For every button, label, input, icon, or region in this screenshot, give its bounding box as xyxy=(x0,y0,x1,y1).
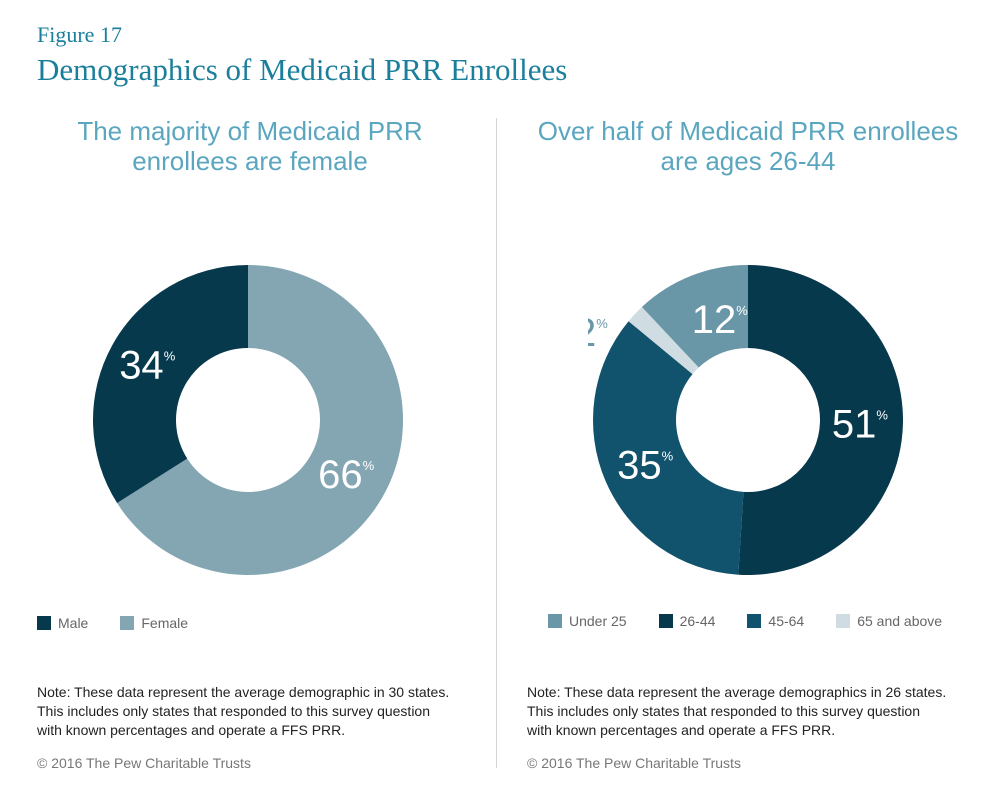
legend-swatch xyxy=(658,614,673,628)
legend-swatch xyxy=(37,616,51,630)
legend-swatch xyxy=(548,614,562,628)
legend-label: 26-44 xyxy=(679,613,716,629)
left-note: Note: These data represent the average d… xyxy=(37,684,450,738)
legend-swatch xyxy=(120,616,135,630)
right-note: Note: These data represent the average d… xyxy=(527,684,947,738)
figure-title: Demographics of Medicaid PRR Enrollees xyxy=(37,52,568,87)
figure-label: Figure 17 xyxy=(37,22,122,47)
legend-item-26-44: 26-44 xyxy=(658,613,716,629)
legend-label: Male xyxy=(58,615,89,631)
age-legend: Under 25 26-44 45-64 65 and above xyxy=(548,613,942,629)
legend-label: 45-64 xyxy=(768,613,805,629)
slice-female xyxy=(117,265,403,575)
legend-label: Female xyxy=(141,615,189,631)
legend-item-45-64: 45-64 xyxy=(747,613,804,629)
right-copyright: © 2016 The Pew Charitable Trusts xyxy=(527,755,741,771)
left-copyright: © 2016 The Pew Charitable Trusts xyxy=(37,755,251,771)
gender-legend: Male Female xyxy=(37,615,188,631)
legend-item-65-and-above: 65 and above xyxy=(836,613,942,629)
age-donut: 51%35%2%12% xyxy=(588,265,903,575)
legend-item-male: Male xyxy=(37,615,88,631)
slice-65-and-above xyxy=(628,307,699,375)
right-subtitle: Over half of Medicaid PRR enrollees are … xyxy=(537,116,959,176)
divider xyxy=(496,118,497,768)
legend-label: 65 and above xyxy=(857,613,943,629)
legend-item-female: Female xyxy=(120,615,188,631)
legend-swatch xyxy=(747,614,762,628)
slice-under-25 xyxy=(641,265,748,368)
legend-swatch xyxy=(836,614,851,628)
gender-donut: 66%34% xyxy=(93,265,403,575)
legend-item-under-25: Under 25 xyxy=(548,613,627,629)
left-subtitle: The majority of Medicaid PRR enrollees a… xyxy=(77,116,423,176)
slice-26-44 xyxy=(738,265,903,575)
legend-label: Under 25 xyxy=(569,613,627,629)
data-label-65-and-above: 2% xyxy=(588,311,608,355)
slice-male xyxy=(93,265,248,504)
slice-45-64 xyxy=(593,321,744,575)
